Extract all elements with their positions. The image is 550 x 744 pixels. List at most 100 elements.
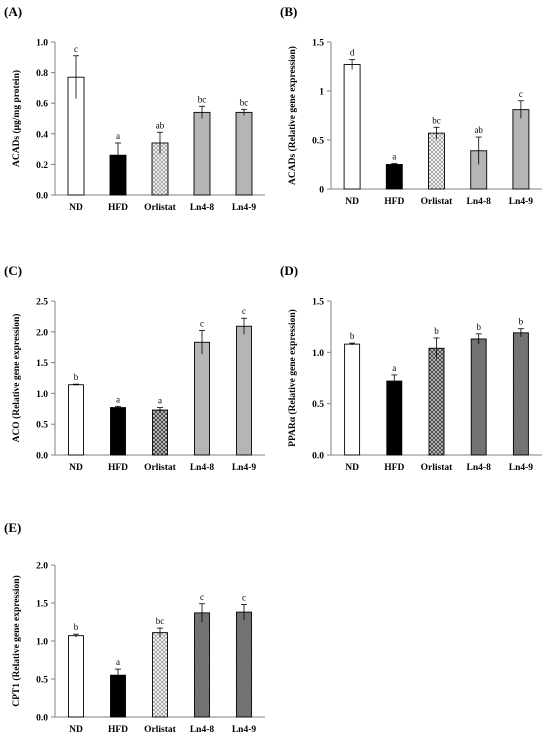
y-tick-label: 1.0 (36, 638, 48, 648)
x-tick-label: Ln4-9 (509, 463, 534, 473)
bar (385, 164, 403, 190)
x-tick-label: ND (69, 203, 83, 213)
x-tick-label: Ln4-8 (190, 725, 215, 735)
y-tick-label: 0.5 (36, 676, 48, 686)
y-tick-label: 2.0 (36, 328, 48, 338)
x-tick-label: ND (345, 197, 359, 207)
bar (428, 132, 445, 190)
x-tick-label: ND (69, 725, 83, 735)
bar (470, 338, 487, 456)
y-tick-label: 0.5 (312, 400, 324, 410)
significance-letter: b (476, 322, 481, 332)
x-tick-label: Ln4-8 (190, 203, 215, 213)
y-tick-label: 0.6 (36, 100, 48, 110)
x-tick-label: Orlistat (144, 203, 176, 213)
y-tick-label: 0 (319, 186, 324, 196)
bar (512, 332, 529, 456)
x-tick-label: Orlistat (144, 725, 176, 735)
significance-letter: c (200, 319, 204, 329)
y-tick-label: 0.0 (312, 452, 324, 462)
bar (68, 635, 84, 718)
significance-letter: a (116, 131, 120, 141)
x-tick-label: Orlistat (144, 463, 176, 473)
panel-label: (B) (280, 4, 297, 19)
y-tick-label: 0.8 (36, 69, 48, 79)
y-tick-label: 0.0 (36, 192, 48, 202)
x-tick-label: Ln4-9 (232, 725, 257, 735)
y-axis-label: ACADs (μg/mg protein) (11, 70, 22, 167)
significance-letter: bc (432, 115, 441, 125)
y-tick-label: 1.5 (36, 600, 48, 610)
significance-letter: bc (156, 616, 165, 626)
y-tick-label: 0.0 (36, 452, 48, 462)
bar (428, 347, 445, 456)
x-tick-label: HFD (384, 197, 404, 207)
x-tick-label: Orlistat (421, 463, 453, 473)
y-tick-label: 0.5 (36, 421, 48, 431)
bar (386, 380, 403, 456)
x-tick-label: Ln4-8 (467, 197, 492, 207)
panel-label: (A) (4, 4, 22, 19)
y-tick-label: 0.4 (36, 130, 48, 140)
significance-letter: c (519, 89, 523, 99)
significance-letter: b (434, 326, 439, 336)
x-tick-label: Ln4-9 (232, 203, 257, 213)
significance-letter: a (158, 396, 162, 406)
significance-letter: a (116, 394, 120, 404)
y-axis-label: CPT1 (Relative gene expression) (11, 575, 22, 706)
significance-letter: b (74, 372, 79, 382)
panel-label: (D) (280, 263, 298, 278)
x-tick-label: HFD (384, 463, 404, 473)
y-axis-label: ACADs (Relative gene expression) (287, 46, 298, 185)
y-tick-label: 1.5 (36, 359, 48, 369)
significance-letter: c (200, 592, 204, 602)
significance-letter: a (392, 363, 396, 373)
y-tick-label: 1 (319, 88, 324, 98)
significance-letter: ab (156, 120, 165, 130)
significance-letter: c (242, 306, 246, 316)
bar (235, 111, 253, 196)
bar (152, 409, 168, 456)
y-axis-label: PPARα (Relative gene expression) (287, 309, 298, 447)
significance-letter: c (74, 44, 78, 54)
x-tick-label: Ln4-9 (232, 463, 257, 473)
significance-letter: b (350, 331, 355, 341)
bar (193, 111, 211, 196)
x-tick-label: Ln4-9 (509, 197, 534, 207)
significance-letter: ab (474, 125, 483, 135)
y-tick-label: 2.0 (36, 562, 48, 572)
significance-letter: b (519, 317, 524, 327)
panel-label: (C) (4, 263, 22, 278)
bar (152, 632, 168, 718)
bar (68, 384, 84, 456)
y-axis-label: ACO (Relative gene expression) (11, 314, 22, 443)
bar (236, 325, 252, 456)
x-tick-label: HFD (108, 725, 128, 735)
bar (512, 109, 530, 190)
bar (344, 343, 361, 456)
x-tick-label: ND (345, 463, 359, 473)
y-tick-label: 0.0 (36, 714, 48, 724)
y-tick-label: 1.5 (312, 298, 324, 308)
y-tick-label: 1.5 (312, 39, 324, 49)
significance-letter: bc (198, 94, 207, 104)
y-tick-label: 1.0 (36, 390, 48, 400)
bar (110, 674, 126, 718)
significance-letter: b (74, 622, 79, 632)
x-tick-label: HFD (108, 463, 128, 473)
bar (194, 341, 210, 456)
significance-letter: a (116, 657, 120, 667)
y-tick-label: 0.5 (312, 137, 324, 147)
bar (110, 407, 126, 456)
y-tick-label: 1.0 (312, 349, 324, 359)
y-tick-label: 1.0 (36, 39, 48, 49)
significance-letter: c (242, 593, 246, 603)
x-tick-label: ND (69, 463, 83, 473)
bar (236, 611, 252, 718)
bar (343, 64, 361, 190)
significance-letter: d (350, 48, 355, 58)
x-tick-label: Orlistat (421, 197, 453, 207)
panel-label: (E) (4, 520, 21, 535)
y-tick-label: 2.5 (36, 298, 48, 308)
